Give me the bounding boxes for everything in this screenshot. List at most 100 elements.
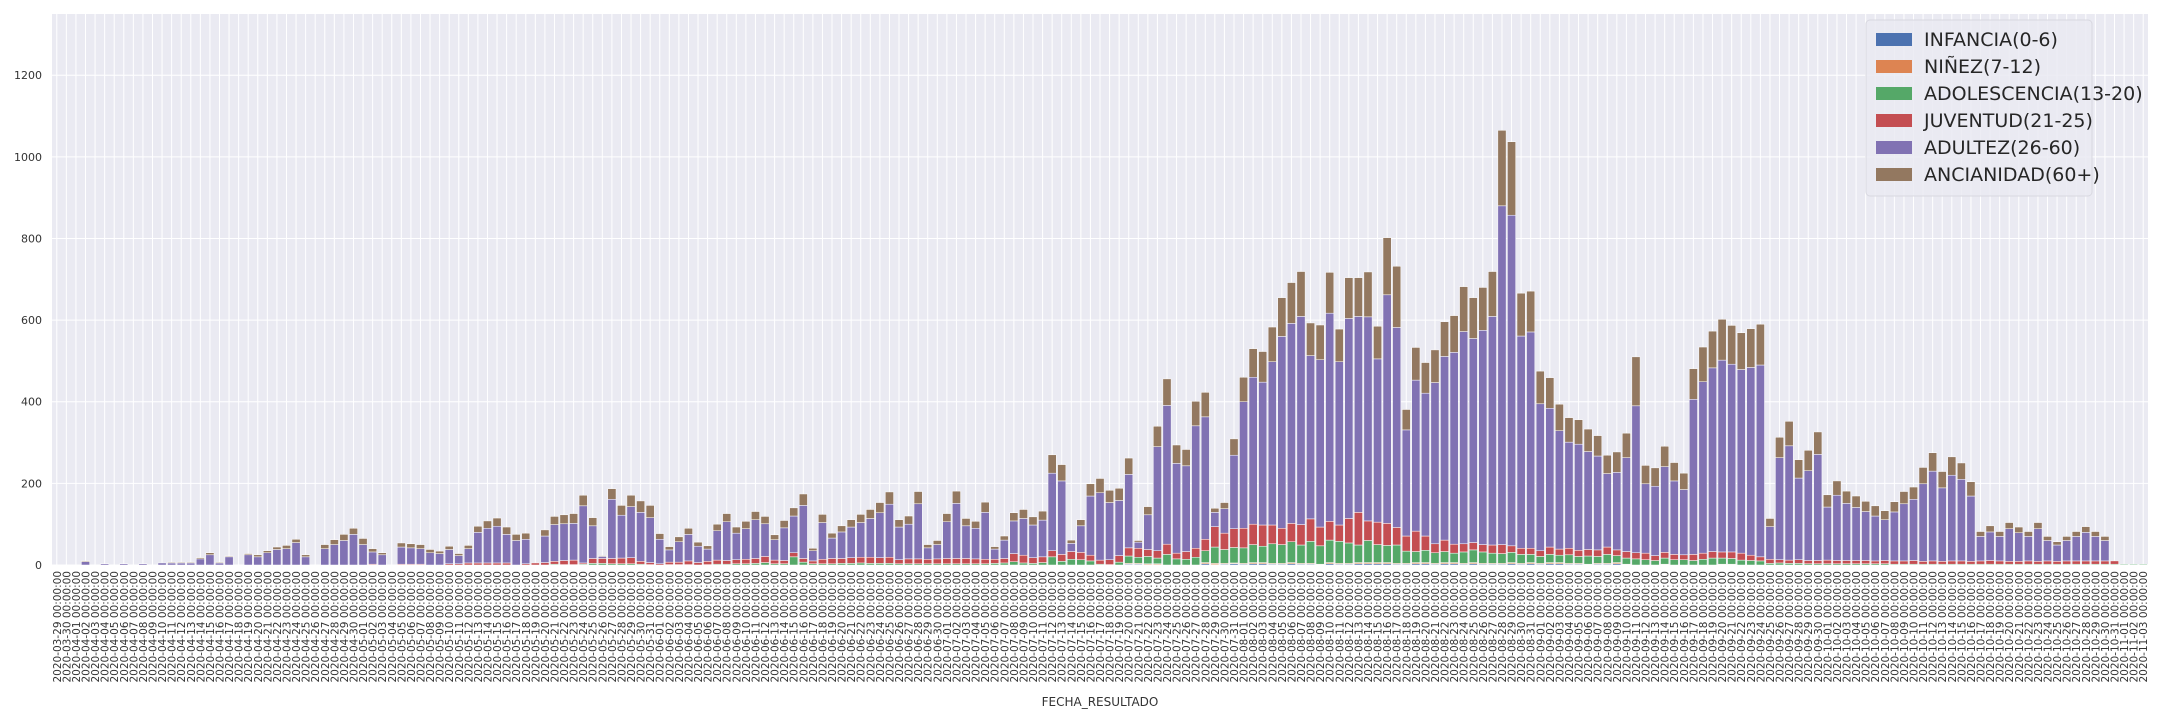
- bar-segment: [493, 526, 501, 563]
- legend-swatch: [1876, 141, 1912, 154]
- bar-segment: [1603, 455, 1611, 473]
- bar-segment: [1259, 382, 1267, 525]
- bar-segment: [1268, 525, 1276, 544]
- bar-segment: [991, 547, 999, 549]
- bar-segment: [1354, 278, 1362, 317]
- bar-segment: [1220, 503, 1228, 509]
- bar-segment: [627, 495, 635, 506]
- bar-segment: [349, 534, 357, 565]
- bar-segment: [1890, 512, 1898, 561]
- bar-segment: [790, 516, 798, 553]
- bar-segment: [1507, 142, 1515, 215]
- bar-segment: [1354, 512, 1362, 545]
- bar-segment: [1680, 555, 1688, 560]
- bar-segment: [2053, 542, 2061, 545]
- bar-segment: [1565, 442, 1573, 548]
- bar-segment: [81, 561, 89, 562]
- bar-segment: [1718, 360, 1726, 552]
- bar-segment: [1938, 488, 1946, 561]
- bar-segment: [1728, 325, 1736, 364]
- bar-segment: [502, 563, 510, 565]
- bar-segment: [225, 556, 233, 557]
- bar-segment: [1335, 362, 1343, 525]
- bar-segment: [1871, 516, 1879, 561]
- bar-segment: [369, 549, 377, 552]
- bar-segment: [617, 505, 625, 515]
- bar-segment: [493, 518, 501, 526]
- bar-segment: [2130, 564, 2138, 565]
- bar-segment: [646, 505, 654, 517]
- bar-segment: [1785, 446, 1793, 560]
- bar-segment: [2053, 561, 2061, 564]
- bar-segment: [1680, 473, 1688, 489]
- bar-segment: [1402, 536, 1410, 551]
- bar-segment: [1268, 327, 1276, 362]
- bar-segment: [1737, 553, 1745, 560]
- bar-segment: [1507, 215, 1515, 546]
- bar-segment: [579, 495, 587, 506]
- bar-segment: [1230, 547, 1238, 563]
- bar-segment: [1402, 409, 1410, 429]
- bar-segment: [809, 561, 817, 564]
- bar-segment: [1814, 454, 1822, 560]
- bar-segment: [1058, 561, 1066, 565]
- bar-segment: [1527, 332, 1535, 548]
- bar-segment: [1249, 545, 1257, 563]
- bar-segment: [751, 558, 759, 563]
- bar-segment: [2110, 561, 2118, 564]
- bar-segment: [1555, 555, 1563, 562]
- bar-segment: [1661, 467, 1669, 553]
- bar-segment: [608, 499, 616, 558]
- bar-segment: [1058, 465, 1066, 481]
- bar-segment: [1775, 560, 1783, 563]
- bar-segment: [254, 555, 262, 557]
- bar-segment: [436, 551, 444, 553]
- bar-segment: [1134, 542, 1142, 548]
- bar-segment: [617, 515, 625, 558]
- bar-segment: [1010, 521, 1018, 554]
- bar-segment: [1450, 316, 1458, 353]
- bar-segment: [1536, 551, 1544, 557]
- bar-segment: [1613, 550, 1621, 556]
- bar-segment: [1890, 502, 1898, 512]
- bar-segment: [608, 489, 616, 500]
- bar-segment: [924, 559, 932, 563]
- bar-segment: [1105, 503, 1113, 560]
- bar-segment: [2063, 541, 2071, 561]
- bar-segment: [1306, 541, 1314, 563]
- bar-segment: [2024, 532, 2032, 537]
- bar-segment: [1335, 329, 1343, 362]
- bar-segment: [1345, 278, 1353, 319]
- legend-swatch: [1876, 60, 1912, 73]
- bar-segment: [933, 541, 941, 545]
- bar-segment: [895, 560, 903, 564]
- bar-segment: [1220, 509, 1228, 533]
- bar-segment: [2082, 532, 2090, 561]
- bar-segment: [1842, 491, 1850, 503]
- bar-segment: [531, 563, 539, 565]
- bar-segment: [1996, 532, 2004, 537]
- bar-segment: [847, 520, 855, 527]
- bar-segment: [952, 558, 960, 563]
- bar-segment: [1574, 444, 1582, 550]
- bar-segment: [464, 545, 472, 548]
- bar-segment: [1306, 323, 1314, 356]
- bar-segment: [1632, 357, 1640, 406]
- bar-segment: [1431, 383, 1439, 544]
- bar-segment: [933, 559, 941, 564]
- bar-segment: [1469, 550, 1477, 563]
- bar-segment: [742, 559, 750, 563]
- bar-segment: [809, 551, 817, 561]
- bar-segment: [483, 521, 491, 528]
- bar-segment: [1708, 558, 1716, 565]
- bar-segment: [1890, 561, 1898, 564]
- bar-segment: [608, 558, 616, 563]
- bar-segment: [1728, 552, 1736, 559]
- bar-segment: [818, 559, 826, 563]
- bar-segment: [1488, 545, 1496, 553]
- bar-segment: [1115, 501, 1123, 556]
- bar-segment: [1814, 561, 1822, 564]
- bar-segment: [1919, 467, 1927, 483]
- bar-segment: [158, 563, 166, 565]
